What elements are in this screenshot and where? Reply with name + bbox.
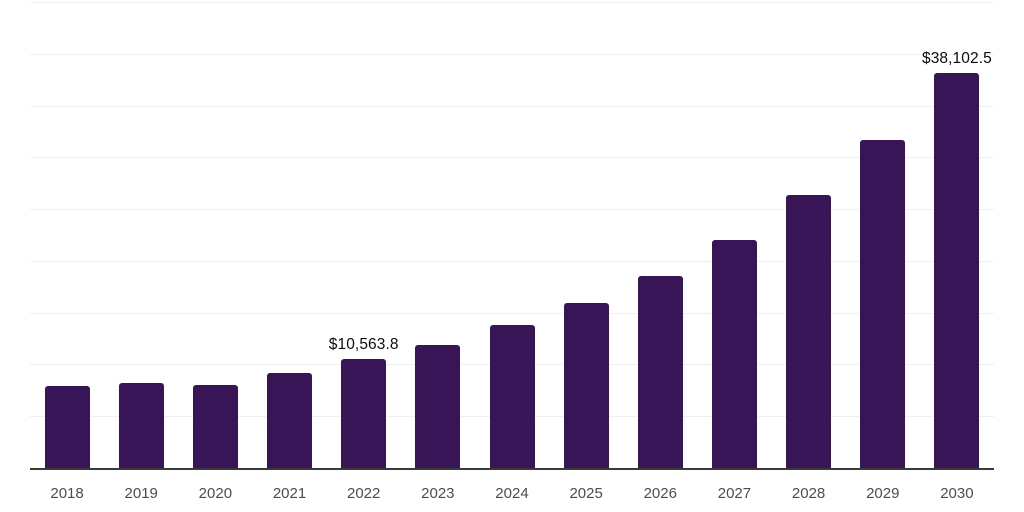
- bar-2028: [786, 194, 832, 468]
- bar-2025: [563, 302, 609, 468]
- bar-2019: [118, 382, 164, 468]
- x-tick-2030: 2030: [940, 485, 974, 502]
- x-tick-2022: 2022: [346, 485, 381, 502]
- gridline: [30, 53, 994, 55]
- gridline: [30, 312, 994, 314]
- bar-2021: [267, 373, 313, 468]
- bar-2023: [415, 344, 461, 468]
- x-tick-2020: 2020: [198, 485, 233, 502]
- x-tick-2021: 2021: [272, 485, 307, 502]
- bar-2018: [44, 386, 90, 468]
- x-tick-2023: 2023: [421, 485, 455, 502]
- x-tick-2026: 2026: [643, 485, 677, 502]
- bar-2030: [934, 73, 980, 468]
- x-tick-2024: 2024: [495, 485, 529, 502]
- x-axis-line: [30, 468, 994, 470]
- bar-2020: [192, 385, 238, 468]
- x-tick-2027: 2027: [717, 485, 752, 502]
- gridline: [30, 2, 994, 3]
- data-label-2030: $38,102.5: [921, 50, 992, 68]
- gridline: [30, 260, 994, 262]
- data-label-2022: $10,563.8: [328, 335, 399, 353]
- bar-2022: [341, 358, 387, 468]
- gridline: [30, 209, 994, 211]
- x-tick-2018: 2018: [50, 485, 84, 502]
- bar-2026: [637, 276, 683, 468]
- x-tick-2025: 2025: [569, 485, 603, 502]
- x-tick-2028: 2028: [791, 485, 826, 502]
- x-tick-2029: 2029: [866, 485, 900, 502]
- bar-2027: [711, 240, 757, 468]
- gridline: [30, 105, 994, 107]
- bar-2029: [860, 139, 906, 468]
- x-tick-2019: 2019: [124, 485, 158, 502]
- gridline: [30, 157, 994, 159]
- bar-2024: [489, 324, 535, 468]
